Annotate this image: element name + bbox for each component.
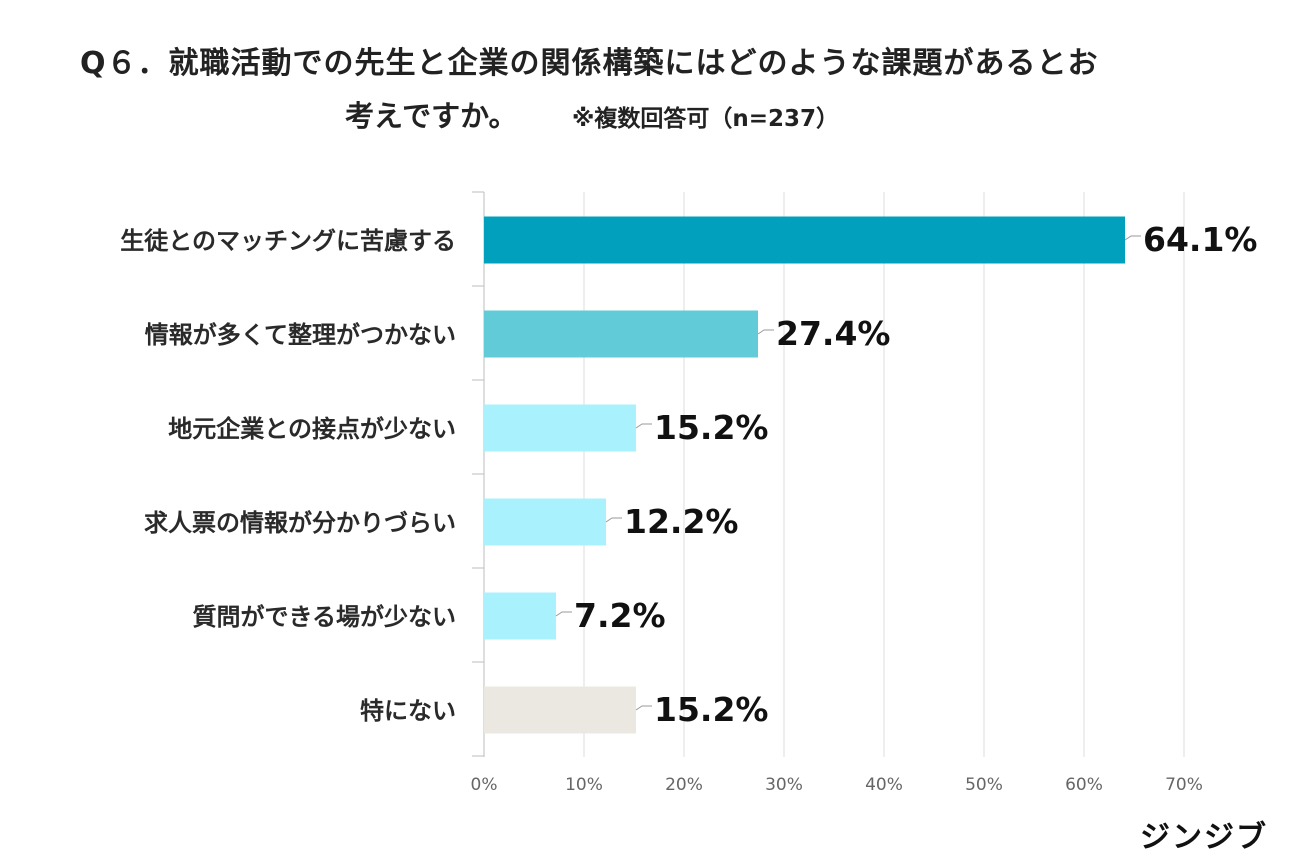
category-label: 質問ができる場が少ない xyxy=(192,603,456,631)
brand-logo: ジンジブ xyxy=(1140,820,1268,855)
bar xyxy=(484,686,636,734)
value-label: 27.4% xyxy=(776,314,891,353)
x-tick-label: 60% xyxy=(1065,775,1103,795)
leader-line xyxy=(1124,235,1141,241)
x-tick-label: 20% xyxy=(665,775,703,795)
bar xyxy=(484,592,556,640)
bar xyxy=(484,216,1125,264)
category-label: 求人票の情報が分かりづらい xyxy=(144,509,456,537)
x-tick-label: 30% xyxy=(765,775,803,795)
sample-note: ※複数回答可（n=237） xyxy=(572,106,840,132)
bar xyxy=(484,310,758,358)
category-label: 地元企業との接点が少ない xyxy=(168,415,456,443)
leader-line xyxy=(635,423,652,429)
category-label: 生徒とのマッチングに苦慮する xyxy=(120,227,456,255)
x-tick-label: 70% xyxy=(1165,775,1203,795)
category-label: 特にない xyxy=(360,697,456,725)
chart-title-line1: Q６．就職活動での先生と企業の関係構築にはどのような課題があるとお xyxy=(80,46,1099,81)
value-label: 7.2% xyxy=(574,596,666,635)
value-label: 64.1% xyxy=(1143,220,1258,259)
leader-line xyxy=(635,705,652,711)
x-tick-label: 40% xyxy=(865,775,903,795)
value-label: 15.2% xyxy=(654,690,769,729)
category-label: 情報が多くて整理がつかない xyxy=(145,321,456,349)
x-tick-label: 10% xyxy=(565,775,603,795)
x-tick-label: 50% xyxy=(965,775,1003,795)
chart-title-line2: 考えですか。 xyxy=(345,99,518,133)
x-tick-label: 0% xyxy=(471,775,498,795)
leader-line xyxy=(757,329,774,335)
leader-line xyxy=(555,611,572,617)
bar xyxy=(484,498,606,546)
bar xyxy=(484,404,636,452)
value-label: 12.2% xyxy=(624,502,739,541)
leader-line xyxy=(605,517,622,523)
value-label: 15.2% xyxy=(654,408,769,447)
